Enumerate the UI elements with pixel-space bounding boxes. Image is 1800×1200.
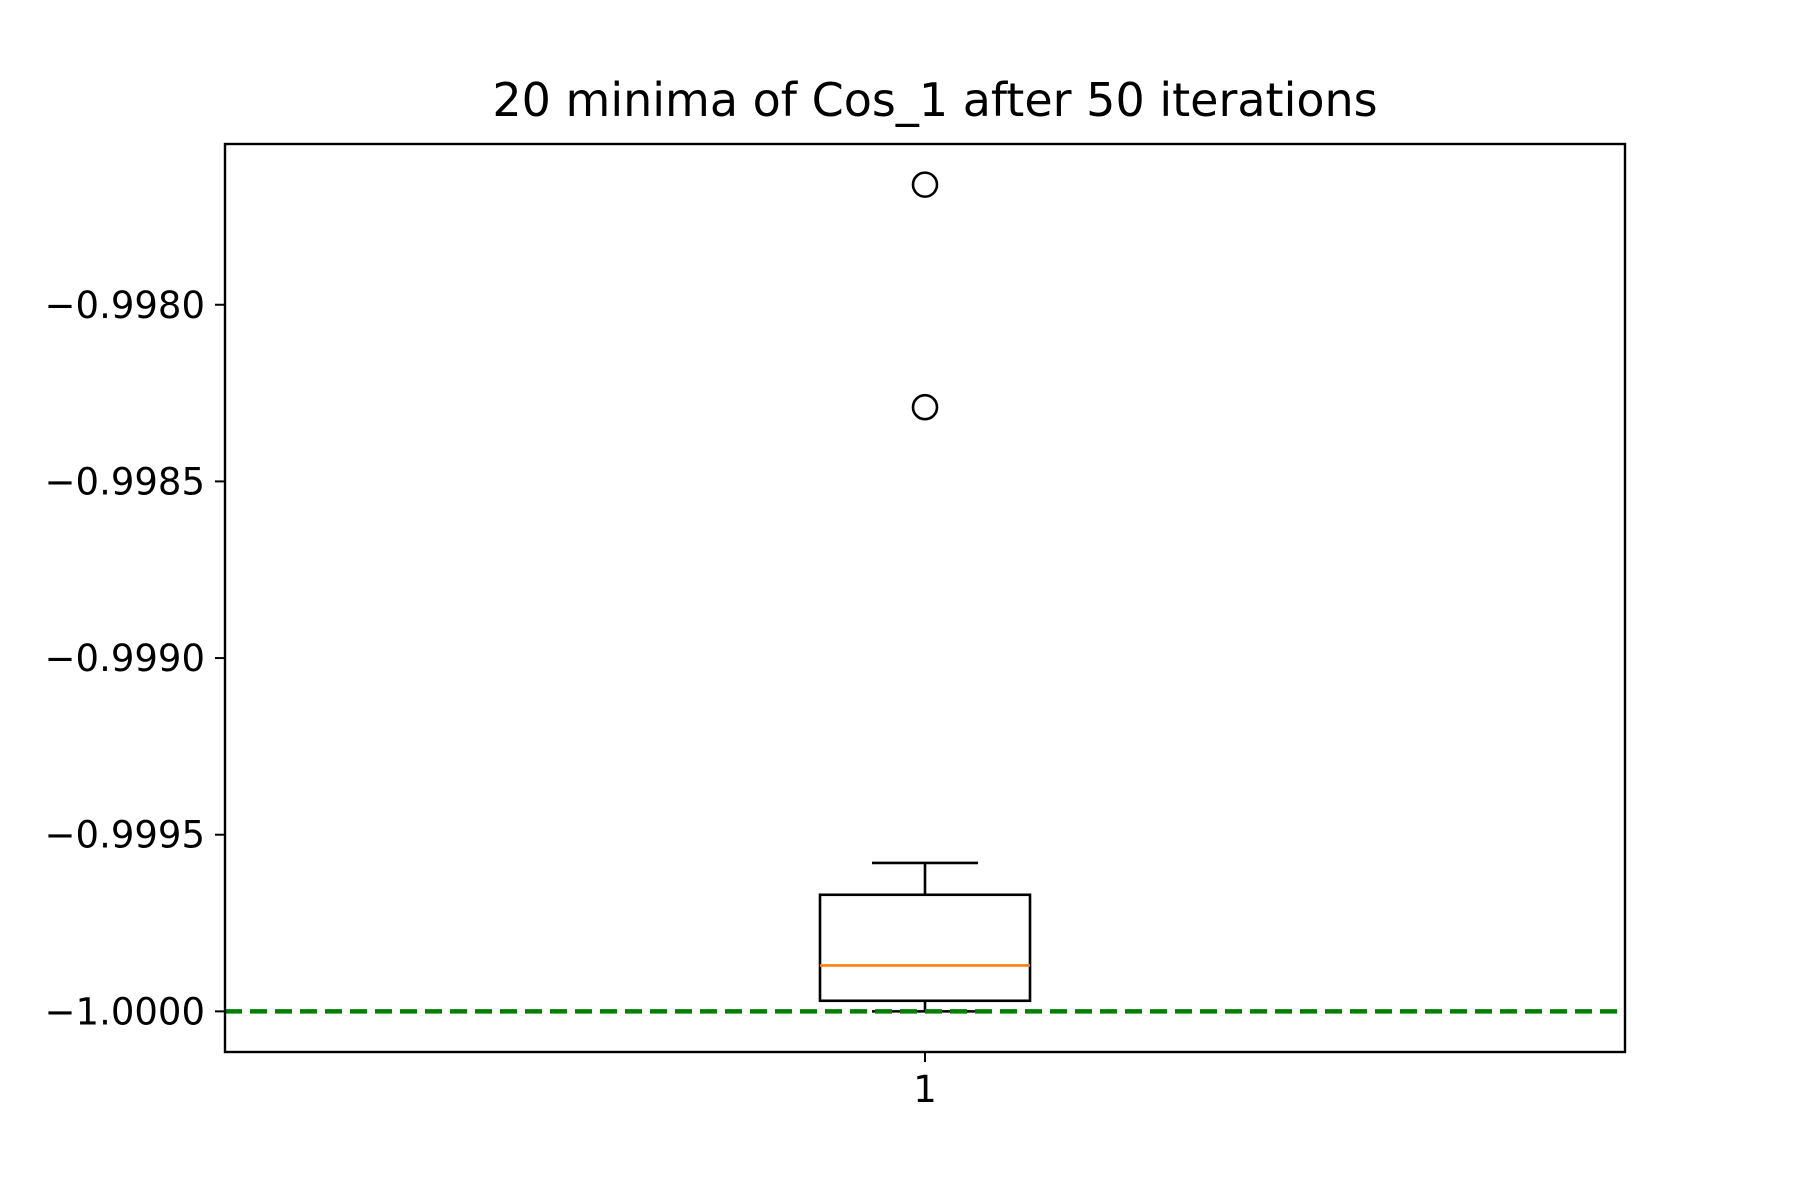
y-tick-label: −0.9990 [45, 637, 205, 680]
y-tick-label: −0.9985 [45, 460, 205, 503]
interquartile-box [818, 893, 1032, 1003]
y-axis-ticks: −1.0000 −0.9995 −0.9990 −0.9985 −0.9980 [45, 284, 225, 1033]
y-tick-label: −1.0000 [45, 990, 205, 1033]
y-tick-label: −0.9980 [45, 284, 205, 327]
chart-title: 20 minima of Cos_1 after 50 iterations [492, 73, 1377, 127]
outlier-point [911, 171, 939, 198]
y-tick-label: −0.9995 [45, 814, 205, 857]
x-tick-label: 1 [913, 1068, 937, 1111]
outlier-point [911, 393, 939, 421]
x-axis-ticks: 1 [913, 1052, 937, 1111]
plot-frame [223, 142, 1627, 1054]
